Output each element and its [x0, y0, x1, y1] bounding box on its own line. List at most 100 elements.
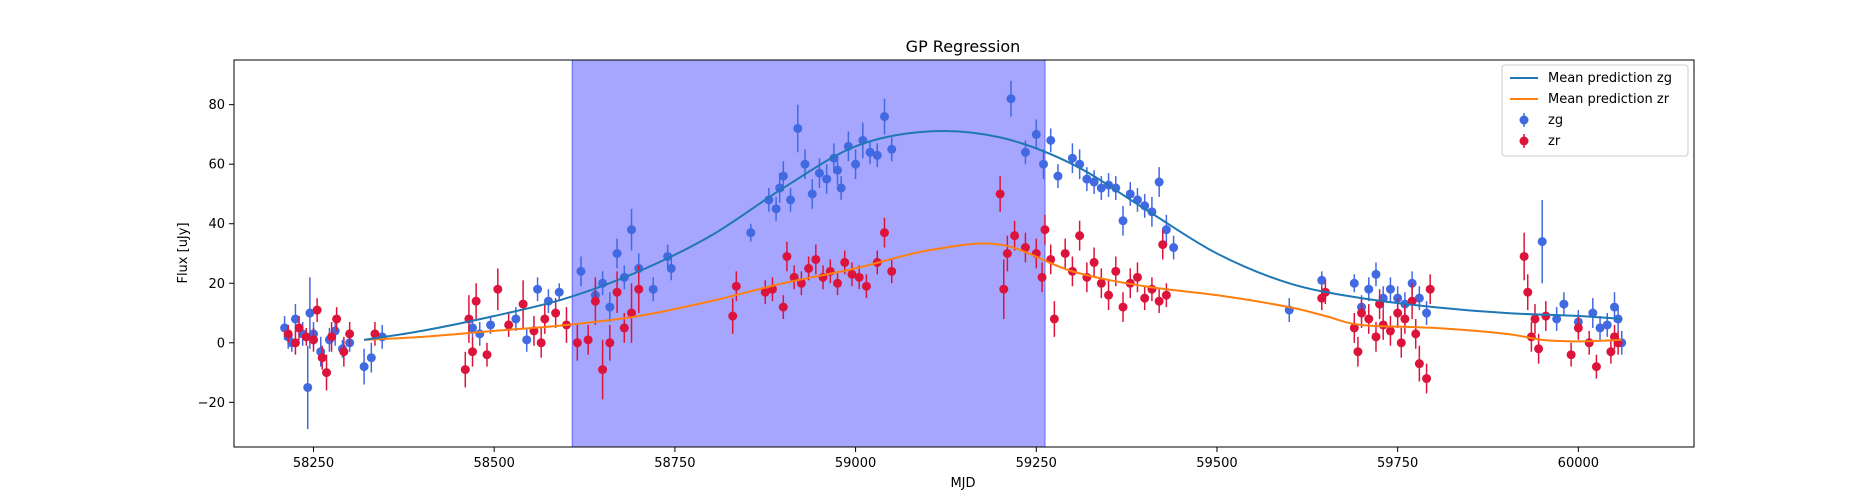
zg-point: [786, 188, 796, 212]
zr-marker: [1393, 308, 1403, 318]
zr-point: [1396, 327, 1406, 358]
zr-marker: [1523, 287, 1533, 297]
zg-point: [833, 155, 843, 186]
zr-point: [1385, 316, 1395, 346]
zr-marker: [301, 332, 311, 342]
zg-marker: [468, 323, 478, 333]
zg-marker: [836, 183, 846, 193]
zg-marker: [1414, 293, 1424, 303]
zr-point: [804, 256, 814, 281]
zg-marker: [666, 263, 676, 273]
zg-marker: [778, 171, 788, 181]
zr-marker: [879, 228, 889, 238]
x-axis-label: MJD: [950, 476, 975, 491]
zr-marker: [1010, 231, 1020, 241]
zg-marker: [879, 112, 889, 122]
zr-point: [1020, 232, 1030, 263]
zr-point: [605, 324, 615, 361]
zg-marker: [648, 284, 658, 294]
zg-point: [1595, 316, 1605, 340]
zg-marker: [1118, 216, 1128, 226]
y-tick-label: −20: [198, 396, 225, 411]
zg-marker: [887, 144, 897, 154]
zr-point: [1422, 363, 1432, 394]
zg-marker: [1161, 225, 1171, 235]
zg-point: [771, 196, 781, 221]
zg-point: [366, 342, 376, 373]
zr-marker: [811, 254, 821, 264]
zr-marker: [1111, 266, 1121, 276]
zr-point: [778, 295, 788, 319]
zr-marker: [1519, 251, 1529, 261]
x-axis-ticks: 58250 58500 58750 59000 59250 59500 59750 60000: [293, 447, 1599, 471]
zg-marker: [1125, 189, 1135, 199]
chart-title: GP Regression: [906, 37, 1021, 56]
zg-point: [1552, 307, 1562, 331]
zr-point: [1530, 304, 1540, 334]
zg-point: [359, 348, 369, 385]
zg-marker: [1067, 153, 1077, 163]
zg-point: [1588, 298, 1598, 328]
zg-point: [887, 137, 897, 162]
zr-marker: [861, 281, 871, 291]
zr-point: [493, 268, 503, 311]
zr-point: [1140, 286, 1150, 311]
zr-point: [612, 271, 622, 314]
zg-marker: [1595, 323, 1605, 333]
zg-point: [1089, 170, 1099, 194]
zr-point: [1060, 238, 1070, 269]
zr-marker: [1140, 293, 1150, 303]
zr-point: [847, 262, 857, 287]
zg-point: [576, 256, 586, 287]
plot-frame: [233, 59, 1695, 448]
zg-marker: [290, 314, 300, 324]
y-axis-label: Flux [uJy]: [176, 222, 191, 283]
legend-label-mean-zg: Mean prediction zg: [1548, 71, 1672, 86]
zg-point: [1118, 205, 1128, 236]
zg-point: [1046, 128, 1056, 153]
zr-point: [590, 277, 600, 325]
zr-marker: [518, 299, 528, 309]
zr-marker: [1407, 296, 1417, 306]
zr-marker: [317, 353, 327, 363]
zr-marker: [345, 329, 355, 339]
zr-point: [370, 321, 380, 346]
zr-marker: [322, 368, 332, 378]
zg-marker: [1559, 299, 1569, 309]
zr-point: [1161, 283, 1171, 308]
zr-point: [468, 336, 478, 367]
zr-point: [731, 271, 741, 302]
zr-point: [312, 298, 322, 322]
zr-legend-dot: [1519, 136, 1529, 146]
zr-point: [551, 298, 561, 328]
zr-point: [598, 339, 608, 400]
zg-point: [1385, 277, 1395, 302]
zr-marker: [482, 350, 492, 360]
zr-marker: [1132, 272, 1142, 282]
zg-point: [814, 158, 824, 189]
zg-point: [554, 283, 564, 302]
zg-marker: [1006, 94, 1016, 104]
zg-marker: [1385, 284, 1395, 294]
zg-marker: [1422, 308, 1432, 318]
legend-label-zg: zg: [1548, 113, 1563, 128]
zr-point: [634, 265, 644, 314]
zg-point: [1125, 182, 1135, 206]
zr-marker: [778, 302, 788, 312]
legend-box: [1501, 64, 1689, 157]
zg-point: [627, 208, 637, 251]
zr-marker: [540, 314, 550, 324]
zr-marker: [1060, 249, 1070, 258]
zg-point: [648, 277, 658, 302]
zg-point: [1537, 199, 1547, 284]
zr-marker: [309, 335, 319, 345]
zg-marker: [1169, 243, 1179, 253]
zr-point: [854, 265, 864, 290]
zr-marker: [332, 314, 342, 324]
zr-point: [339, 336, 349, 367]
zr-marker: [590, 296, 600, 306]
zg-point: [303, 345, 313, 430]
zg-marker: [793, 123, 803, 133]
zr-marker: [1400, 314, 1410, 324]
zr-point: [833, 271, 843, 296]
